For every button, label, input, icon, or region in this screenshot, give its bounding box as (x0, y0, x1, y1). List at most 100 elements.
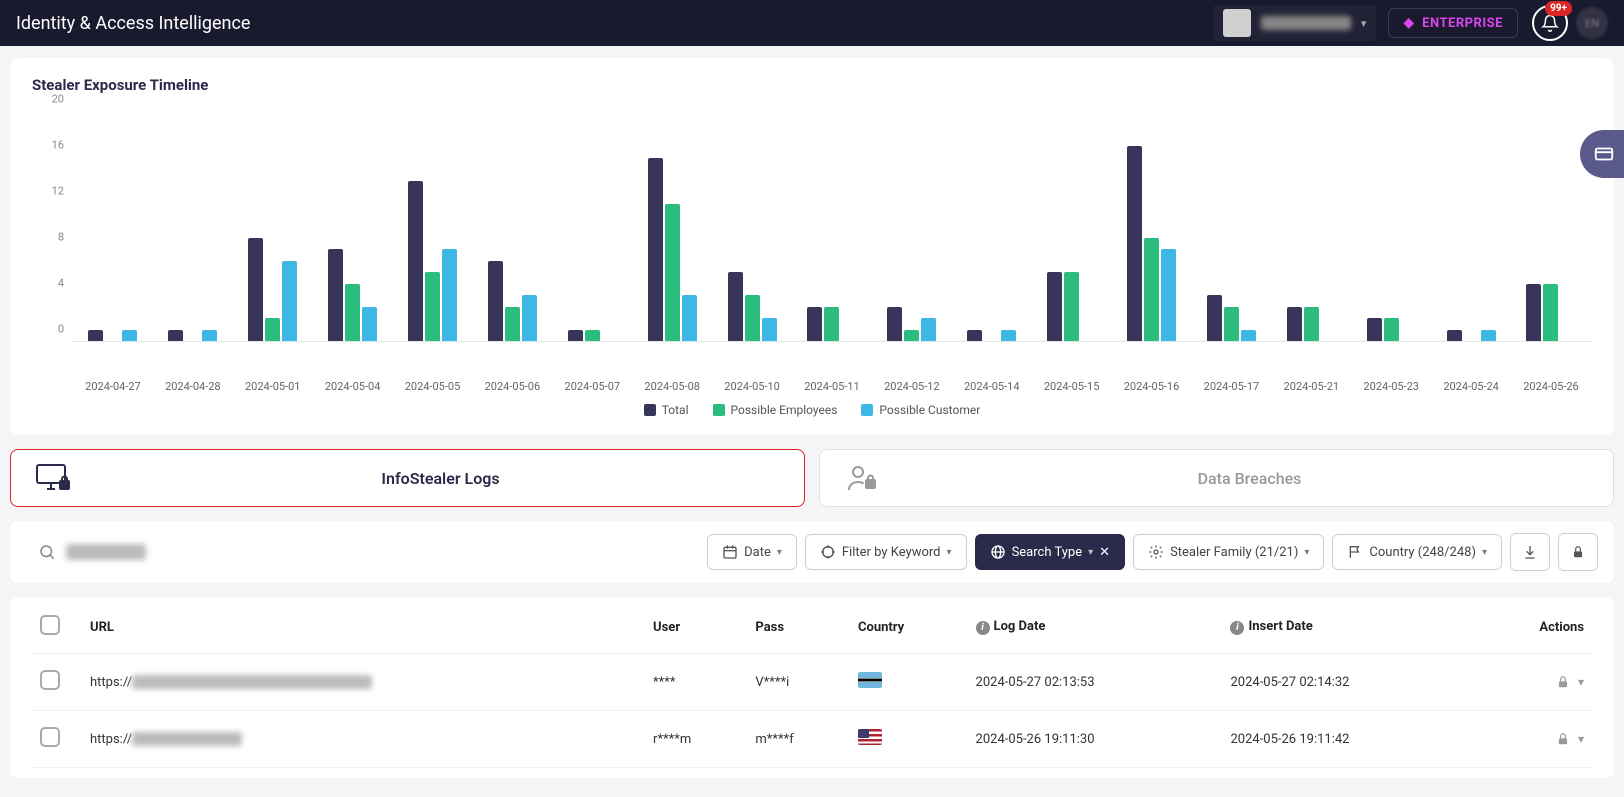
info-icon: i (1230, 621, 1244, 635)
calendar-icon (722, 544, 738, 560)
bar[interactable] (1287, 307, 1302, 341)
y-tick: 4 (58, 277, 64, 290)
bar[interactable] (168, 330, 183, 341)
filter-date[interactable]: Date ▾ (707, 534, 797, 570)
x-label: 2024-05-16 (1115, 372, 1189, 393)
bar[interactable] (1481, 330, 1496, 341)
download-button[interactable] (1510, 533, 1550, 571)
bar[interactable] (1304, 307, 1319, 341)
bar[interactable] (921, 318, 936, 341)
bar[interactable] (967, 330, 982, 341)
bar-group (396, 112, 470, 341)
enterprise-badge[interactable]: ◆ ENTERPRISE (1388, 8, 1518, 38)
bar[interactable] (442, 249, 457, 341)
bar[interactable] (248, 238, 263, 341)
log-date-cell: 2024-05-27 02:13:53 (968, 654, 1223, 711)
bar[interactable] (1224, 307, 1239, 341)
legend-item[interactable]: Possible Employees (713, 403, 838, 417)
search-input-wrap[interactable] (26, 535, 699, 569)
col-actions: Actions (1477, 597, 1592, 654)
bar[interactable] (1127, 146, 1142, 341)
filter-country[interactable]: Country (248/248) ▾ (1332, 534, 1502, 570)
bar[interactable] (1064, 272, 1079, 341)
legend-item[interactable]: Possible Customer (861, 403, 980, 417)
bar[interactable] (682, 295, 697, 341)
filter-keyword[interactable]: Filter by Keyword ▾ (805, 534, 967, 570)
bar-group (795, 112, 869, 341)
bar[interactable] (1001, 330, 1016, 341)
bar[interactable] (807, 307, 822, 341)
bar[interactable] (282, 261, 297, 341)
bar[interactable] (362, 307, 377, 341)
y-tick: 0 (58, 323, 64, 336)
bar[interactable] (1384, 318, 1399, 341)
filter-search-type[interactable]: Search Type ▾ ✕ (975, 534, 1126, 570)
bar[interactable] (665, 204, 680, 341)
bar[interactable] (488, 261, 503, 341)
bar[interactable] (762, 318, 777, 341)
language-switch[interactable]: EN (1576, 7, 1608, 39)
bar[interactable] (265, 318, 280, 341)
row-checkbox[interactable] (40, 727, 60, 747)
bar[interactable] (522, 295, 537, 341)
notifications-button[interactable]: 99+ (1532, 5, 1568, 41)
y-tick: 8 (58, 231, 64, 244)
download-icon (1522, 544, 1538, 560)
x-label: 2024-05-24 (1434, 372, 1508, 393)
bar[interactable] (1543, 284, 1558, 341)
tab-infostealer-logs[interactable]: InfoStealer Logs (10, 449, 805, 507)
bar[interactable] (1447, 330, 1462, 341)
filter-stealer-family[interactable]: Stealer Family (21/21) ▾ (1133, 534, 1324, 570)
bar[interactable] (425, 272, 440, 341)
bar[interactable] (1047, 272, 1062, 341)
bar[interactable] (122, 330, 137, 341)
bar[interactable] (585, 330, 600, 341)
tabs-row: InfoStealer Logs Data Breaches (10, 449, 1614, 507)
lock-icon[interactable] (1556, 732, 1570, 746)
table-row: https://****V****i2024-05-27 02:13:53202… (32, 654, 1592, 711)
bar[interactable] (568, 330, 583, 341)
legend-swatch (644, 404, 656, 416)
lock-button[interactable] (1558, 533, 1598, 571)
x-label: 2024-05-12 (875, 372, 949, 393)
x-label: 2024-05-05 (396, 372, 470, 393)
select-all-checkbox[interactable] (40, 615, 60, 635)
bar[interactable] (1241, 330, 1256, 341)
tab-label: InfoStealer Logs (95, 469, 786, 488)
bar[interactable] (745, 295, 760, 341)
bar-group (156, 112, 230, 341)
legend-label: Possible Customer (879, 403, 980, 417)
lock-icon[interactable] (1556, 675, 1570, 689)
bar[interactable] (728, 272, 743, 341)
row-checkbox[interactable] (40, 670, 60, 690)
bar[interactable] (887, 307, 902, 341)
col-log-date: iLog Date (968, 597, 1223, 654)
tab-data-breaches[interactable]: Data Breaches (819, 449, 1614, 507)
bar[interactable] (1526, 284, 1541, 341)
url-redacted (132, 732, 242, 746)
bar[interactable] (1367, 318, 1382, 341)
bar-group (715, 112, 789, 341)
bar[interactable] (505, 307, 520, 341)
expand-icon[interactable]: ▾ (1578, 732, 1584, 746)
x-label: 2024-04-28 (156, 372, 230, 393)
bar-group (475, 112, 549, 341)
bar[interactable] (202, 330, 217, 341)
legend-item[interactable]: Total (644, 403, 689, 417)
close-icon[interactable]: ✕ (1099, 545, 1110, 560)
bar[interactable] (648, 158, 663, 341)
bar[interactable] (1161, 249, 1176, 341)
bar[interactable] (88, 330, 103, 341)
bar[interactable] (1207, 295, 1222, 341)
search-value-redacted (66, 544, 146, 560)
bar[interactable] (408, 181, 423, 341)
bar-group (1035, 112, 1109, 341)
bar-group (955, 112, 1029, 341)
bar[interactable] (1144, 238, 1159, 341)
user-menu[interactable]: ▾ (1213, 5, 1377, 41)
expand-icon[interactable]: ▾ (1578, 675, 1584, 689)
bar[interactable] (345, 284, 360, 341)
bar[interactable] (328, 249, 343, 341)
bar[interactable] (904, 330, 919, 341)
bar[interactable] (824, 307, 839, 341)
